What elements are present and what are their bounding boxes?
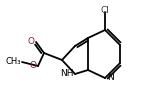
Text: O: O <box>28 38 35 47</box>
Text: CH₃: CH₃ <box>6 57 21 66</box>
Text: Cl: Cl <box>101 6 110 15</box>
Text: O: O <box>30 61 37 70</box>
Text: NH: NH <box>60 70 74 79</box>
Text: N: N <box>107 73 114 82</box>
